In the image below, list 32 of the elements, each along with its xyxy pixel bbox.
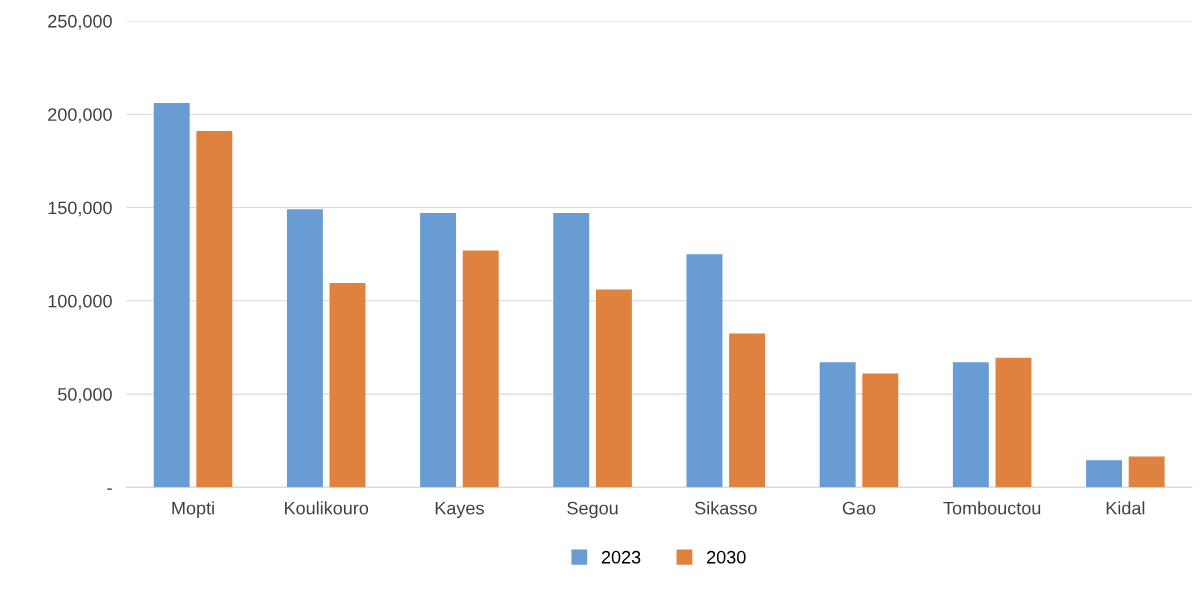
y-tick-label: 50,000 [58,388,112,403]
bar [1086,460,1123,488]
bar [1128,456,1165,488]
bar [420,213,457,488]
bar [462,250,499,488]
y-tick-label: - [107,488,112,490]
x-tick-label: Koulikouro [285,501,369,515]
x-tick-label: Kidal [1106,501,1145,515]
y-tick-label: 250,000 [48,14,112,30]
legend-label: 2030 [707,550,746,564]
x-tick-label: Segou [567,501,618,519]
bar [553,213,590,488]
bar [196,131,233,488]
bar [153,103,190,488]
bar [819,362,856,488]
x-tick-label: Tombouctou [943,501,1041,515]
bar [686,254,723,488]
bar [995,357,1032,488]
x-tick-label: Kayes [435,501,484,519]
y-tick-label: 150,000 [48,201,112,217]
x-tick-label: Gao [842,501,876,515]
x-tick-label: Mopti [172,501,214,519]
legend-label: 2023 [601,550,641,564]
y-tick-label: 100,000 [48,294,112,310]
bar [862,373,899,488]
y-tick-label: 200,000 [48,108,112,124]
x-tick-label: Sikasso [695,501,757,515]
bar [952,362,989,488]
bar [595,289,632,488]
bar [729,333,766,488]
bar [286,209,323,488]
bar [329,283,366,488]
